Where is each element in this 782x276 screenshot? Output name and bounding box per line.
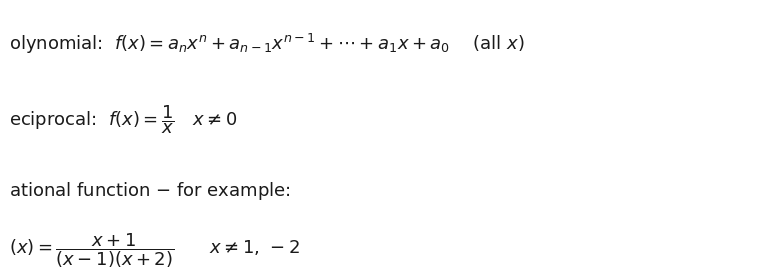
Text: eciprocal:  $f(x) = \dfrac{1}{x} \quad x \neq 0$: eciprocal: $f(x) = \dfrac{1}{x} \quad x … <box>9 104 238 136</box>
Text: $(x) = \dfrac{x+1}{(x-1)(x+2)} \qquad x \neq 1,\,-2$: $(x) = \dfrac{x+1}{(x-1)(x+2)} \qquad x … <box>9 232 300 270</box>
Text: olynomial:  $f(x) = a_n x^n + a_{n-1}x^{n-1} + \cdots + a_1 x + a_0 \quad$ (all : olynomial: $f(x) = a_n x^n + a_{n-1}x^{n… <box>9 32 525 56</box>
Text: ational function $-$ for example:: ational function $-$ for example: <box>9 181 291 203</box>
